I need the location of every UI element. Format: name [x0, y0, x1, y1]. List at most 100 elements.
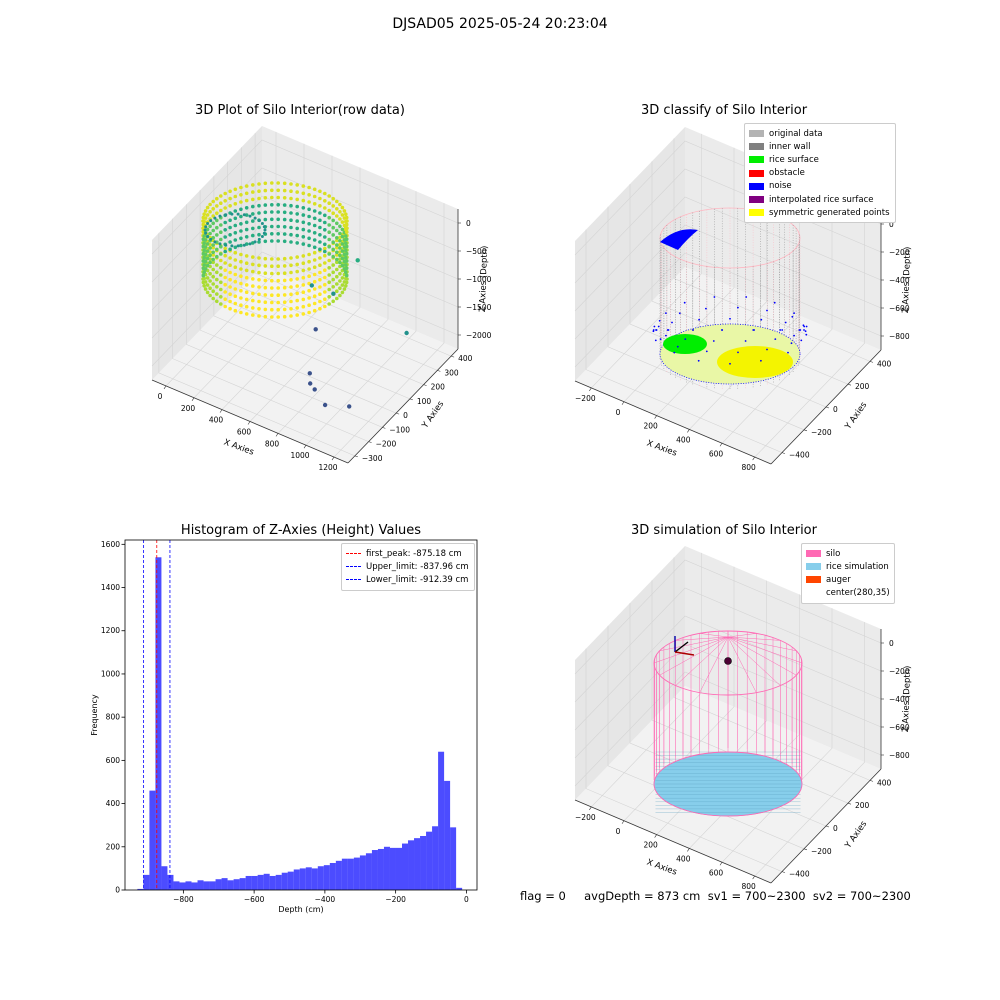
- raw-point: [239, 185, 243, 190]
- y-tick: [451, 355, 455, 358]
- silo-roof-line: [727, 636, 797, 652]
- raw-point: [335, 289, 339, 294]
- raw-point: [263, 239, 268, 244]
- raw-point: [263, 307, 268, 312]
- y-tick: [382, 427, 386, 429]
- raw-point: [211, 253, 215, 257]
- raw-point: [312, 258, 317, 262]
- gridline-z: [151, 167, 459, 283]
- raw-point: [340, 213, 345, 217]
- raw-point: [307, 296, 311, 300]
- raw-point: [307, 229, 311, 233]
- histogram-bar: [251, 875, 258, 890]
- raw-point: [233, 194, 238, 199]
- x-tick: [621, 820, 625, 824]
- raw-point: [251, 313, 255, 317]
- raw-point: [312, 265, 317, 270]
- y-tick-label: −400: [789, 870, 810, 879]
- raw-point: [318, 204, 322, 208]
- raw-point: [239, 310, 243, 315]
- raw-point: [312, 294, 317, 299]
- raw-point: [318, 218, 322, 223]
- raw-point: [219, 302, 223, 306]
- raw-point: [215, 270, 219, 275]
- raw-point: [251, 190, 255, 194]
- raw-point: [228, 225, 232, 230]
- raw-outlier-point: [347, 404, 352, 409]
- raw-point: [233, 216, 238, 221]
- histogram-bar: [275, 874, 282, 890]
- raw-point: [338, 271, 342, 276]
- raw-point: [219, 258, 223, 263]
- raw-point: [327, 287, 332, 292]
- raw-point: [301, 206, 306, 210]
- raw-point: [233, 238, 238, 242]
- gridline-z: [574, 559, 882, 675]
- y-axis-label: Y Axies: [843, 819, 870, 851]
- legend-entry: center(280,35): [806, 587, 890, 600]
- raw-point: [244, 304, 249, 309]
- classify-noise-point: [790, 342, 793, 345]
- raw-point: [307, 243, 311, 248]
- x-tick: [654, 834, 657, 838]
- raw-point: [211, 282, 215, 286]
- raw-point: [251, 306, 255, 310]
- raw-point: [228, 277, 232, 282]
- raw-point: [331, 247, 336, 252]
- raw-point: [335, 214, 339, 218]
- panel-classify-3d: −200 0 200 400 600 800 −400 −200 0 200 400 −800 −600…: [574, 127, 913, 472]
- classify-noise-point: [705, 307, 707, 310]
- classify-noise-point: [752, 329, 755, 331]
- raw-point: [289, 225, 293, 230]
- raw-point: [263, 278, 268, 283]
- raw-point: [331, 225, 336, 230]
- gridline-x: [591, 133, 702, 389]
- raw-point: [253, 240, 257, 244]
- raw-point: [211, 296, 215, 301]
- raw-point: [318, 292, 322, 297]
- y-tick-label: 400: [106, 799, 121, 808]
- raw-point: [202, 263, 206, 267]
- raw-point: [202, 212, 206, 216]
- raw-point: [203, 245, 208, 249]
- raw-point: [208, 271, 212, 276]
- histogram-bar: [209, 881, 216, 890]
- gridline-x: [721, 189, 833, 444]
- raw-point: [301, 268, 306, 273]
- legend-label: rice surface: [769, 154, 819, 165]
- classify-noise-point: [805, 325, 808, 328]
- raw-point: [251, 204, 255, 209]
- raw-point: [233, 187, 238, 192]
- x-tick-label: 0: [616, 827, 621, 836]
- raw-point: [203, 228, 207, 232]
- raw-point: [228, 247, 232, 252]
- raw-point: [338, 253, 342, 258]
- raw-point: [257, 189, 261, 193]
- raw-point: [257, 263, 261, 268]
- raw-point: [289, 196, 293, 201]
- histogram-bar: [450, 827, 457, 890]
- silo-roof-line: [727, 633, 757, 638]
- raw-point: [257, 307, 261, 311]
- raw-point: [312, 308, 317, 313]
- raw-point: [289, 203, 293, 208]
- histogram-bar: [287, 871, 294, 890]
- raw-point: [282, 196, 287, 200]
- silo-top-ring: [653, 630, 803, 696]
- x-tick-label: −800: [173, 895, 194, 904]
- raw-point: [282, 256, 287, 261]
- histogram-plot-area: [125, 540, 477, 890]
- raw-point: [338, 279, 342, 283]
- raw-point: [295, 190, 300, 194]
- x-tick: [687, 848, 690, 852]
- silo-roof-line: [675, 636, 729, 641]
- raw-point: [251, 255, 255, 259]
- raw-point: [228, 285, 232, 289]
- gridline-x: [277, 179, 389, 434]
- y-tick-label: 400: [877, 359, 892, 368]
- raw-point: [257, 203, 261, 208]
- raw-point: [335, 267, 339, 272]
- histogram-bar: [245, 875, 252, 890]
- legend-line-sample: [346, 579, 361, 581]
